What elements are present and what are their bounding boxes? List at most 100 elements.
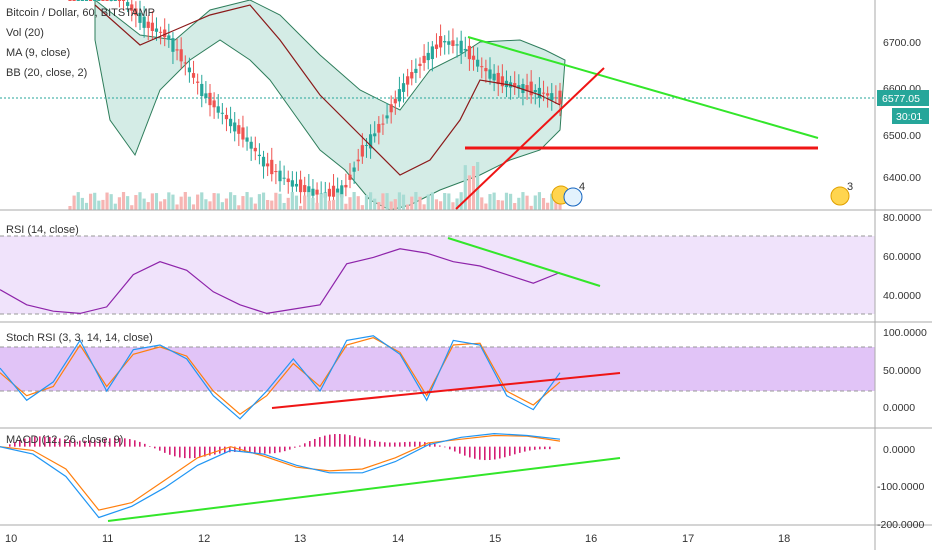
volume-bar: [447, 193, 451, 210]
candle-body: [126, 2, 130, 6]
macd-histogram-bar: [534, 446, 536, 450]
macd-histogram-bar: [319, 437, 321, 447]
macd-histogram-bar: [524, 446, 526, 452]
volume-bar: [521, 192, 525, 210]
macd-histogram-bar: [169, 446, 171, 455]
candle-body: [410, 72, 414, 79]
y-tick-macd-1: -100.0000: [877, 481, 924, 493]
candle-body: [187, 67, 192, 73]
macd-histogram-bar: [344, 434, 346, 447]
macd-histogram-bar: [369, 439, 371, 447]
candle-body: [216, 106, 220, 113]
macd-histogram-bar: [104, 438, 106, 447]
volume-bar: [88, 193, 93, 210]
candle-body: [541, 92, 546, 94]
volume-bar: [196, 194, 200, 210]
macd-histogram-bar: [119, 437, 121, 447]
candle-body: [84, 0, 89, 1]
legend-bb: BB (20, close, 2): [6, 67, 87, 79]
candle-body: [348, 174, 352, 180]
candle-body: [459, 40, 463, 54]
macd-histogram-bar: [299, 445, 301, 447]
macd-histogram-bar: [409, 441, 411, 447]
volume-bar: [422, 204, 426, 210]
legend-rsi: RSI (14, close): [6, 224, 79, 236]
y-tick-macd-2: -200.0000: [877, 519, 924, 531]
candle-body: [196, 81, 200, 83]
volume-bar: [500, 200, 504, 210]
candle-body: [228, 118, 233, 127]
candle-body: [471, 55, 476, 60]
volume-bar: [467, 175, 472, 210]
macd-histogram-bar: [499, 446, 501, 459]
volume-bar: [517, 197, 521, 210]
macd-histogram-bar: [469, 446, 471, 458]
volume-bar: [68, 206, 72, 210]
candle-body: [158, 31, 163, 33]
volume-bar: [253, 203, 257, 210]
volume-group: [68, 162, 562, 210]
macd-histogram-bar: [309, 441, 311, 447]
countdown-badge: [892, 108, 929, 124]
macd-histogram-bar: [514, 446, 516, 455]
candle-body: [270, 159, 274, 175]
candle-body: [146, 21, 150, 28]
macd-histogram-bar: [334, 434, 336, 447]
stoch-trendline-red: [271, 372, 621, 409]
volume-bar: [266, 199, 270, 210]
price-badge-value: 6577.05: [882, 93, 920, 105]
macd-histogram-bar: [359, 437, 361, 447]
candle-body: [154, 28, 159, 32]
y-tick-macd-0: 0.0000: [883, 444, 915, 456]
candle-body: [179, 49, 183, 62]
volume-bar: [393, 199, 397, 210]
candle-body: [286, 178, 290, 183]
macd-histogram-bar: [434, 444, 436, 447]
countdown-badge-value: 30:01: [896, 111, 922, 123]
candle-body: [418, 63, 422, 66]
candle-body: [307, 186, 311, 197]
event-flag-icon-1[interactable]: 4: [551, 181, 585, 207]
volume-bar: [130, 205, 134, 210]
macd-histogram-bar: [154, 446, 156, 449]
x-tick-6: 16: [585, 533, 597, 545]
volume-bar: [134, 195, 138, 210]
macd-trendline-green: [107, 457, 621, 522]
volume-bar: [315, 202, 319, 210]
macd-histogram-bar: [214, 446, 216, 455]
y-tick-stoch-1: 50.0000: [883, 365, 921, 377]
macd-histogram-bar: [509, 446, 511, 456]
volume-bar: [150, 193, 154, 210]
volume-bar: [533, 195, 537, 210]
macd-histogram-bar: [329, 434, 331, 447]
volume-bar: [496, 200, 500, 210]
candle-body: [290, 180, 294, 187]
candle-body: [266, 163, 270, 167]
volume-bar: [418, 196, 422, 210]
macd-histogram-bar: [159, 446, 161, 451]
macd-histogram-bar: [294, 446, 296, 448]
candle-body: [364, 144, 369, 146]
macd-histogram-bar: [174, 446, 176, 457]
y-tick-main-2: 6500.00: [883, 130, 921, 142]
volume-bar: [307, 192, 311, 210]
macd-histogram-bar: [374, 440, 376, 447]
volume-bar: [344, 203, 348, 210]
event-flag-icon-2[interactable]: 3: [830, 181, 853, 206]
macd-histogram-bar: [459, 446, 461, 454]
candle-body: [554, 97, 558, 99]
legend-stoch: Stoch RSI (3, 3, 14, 14, close): [6, 332, 153, 344]
candle-body: [356, 159, 360, 162]
volume-bar: [261, 192, 266, 210]
macd-histogram-bar: [79, 440, 81, 447]
macd-histogram-bar: [419, 441, 421, 447]
macd-histogram-bar: [124, 438, 126, 447]
macd-histogram-bar: [464, 446, 466, 456]
candle-body: [500, 76, 504, 87]
macd-histogram-bar: [529, 446, 531, 451]
macd-histogram-bar: [364, 438, 366, 447]
candle-body: [414, 68, 418, 73]
volume-bar: [278, 193, 282, 210]
candle-body: [451, 40, 455, 46]
volume-bar: [282, 202, 286, 210]
